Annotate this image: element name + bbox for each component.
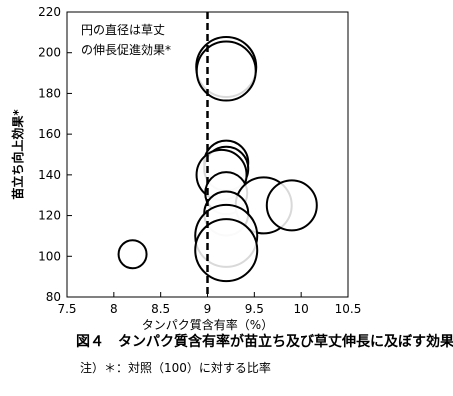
y-tick-label: 120: [38, 209, 61, 223]
annotation: の伸長促進効果*: [81, 42, 171, 57]
x-tick-label: 7.5: [57, 302, 76, 316]
bubble: [265, 179, 318, 232]
plot-frame: [66, 11, 349, 298]
x-tick-label: 10.5: [335, 302, 362, 316]
annotation: 円の直径は草丈: [81, 23, 165, 37]
y-tick-label: 200: [38, 46, 61, 60]
x-tick-label: 8.5: [151, 302, 170, 316]
y-tick-label: 80: [46, 290, 61, 304]
y-tick-label: 220: [38, 5, 61, 19]
bubble: [117, 239, 148, 270]
x-axis-label: タンパク質含有率（%）: [142, 317, 273, 332]
bubble: [195, 40, 257, 102]
y-axis-label: 苗立ち向上効果*: [10, 109, 25, 200]
y-tick-label: 100: [38, 249, 61, 263]
x-tick-label: 9.5: [245, 302, 264, 316]
caption: 図４ タンパク質含有率が苗立ち及び草丈伸長に及ぼす効果: [76, 333, 453, 350]
bubble: [194, 218, 259, 283]
x-tick-label: 8: [110, 302, 118, 316]
y-tick-label: 140: [38, 168, 61, 182]
x-tick-label: 10: [294, 302, 309, 316]
note: 注）＊：対照（100）に対する比率: [80, 360, 271, 375]
x-tick-label: 9: [204, 302, 212, 316]
y-tick-label: 160: [38, 127, 61, 141]
y-tick-label: 180: [38, 86, 61, 100]
